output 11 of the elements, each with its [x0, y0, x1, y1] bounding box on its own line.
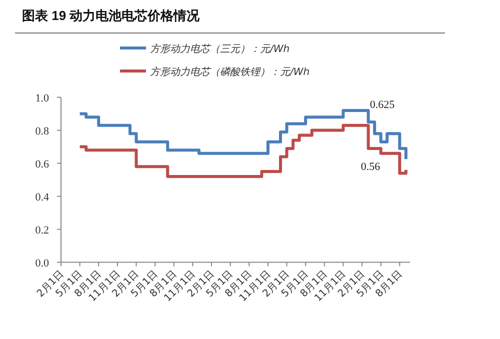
annotation: 0.625	[370, 99, 396, 111]
legend-label: 方形动力电芯（磷酸铁锂）：元/Wh	[150, 66, 310, 78]
y-tick-label: 0.2	[35, 224, 49, 236]
annotation: 0.56	[360, 161, 381, 173]
y-tick-label: 0.6	[35, 158, 50, 170]
y-tick-label: 0.0	[35, 257, 50, 270]
y-tick-label: 0.8	[35, 125, 50, 138]
y-tick-label: 0.4	[35, 191, 50, 204]
chart-title: 图表 19 动力电池电芯价格情况	[22, 8, 201, 23]
y-tick-label: 1.0	[35, 92, 50, 104]
legend-label: 方形动力电芯（三元）：元/Wh	[150, 43, 290, 55]
